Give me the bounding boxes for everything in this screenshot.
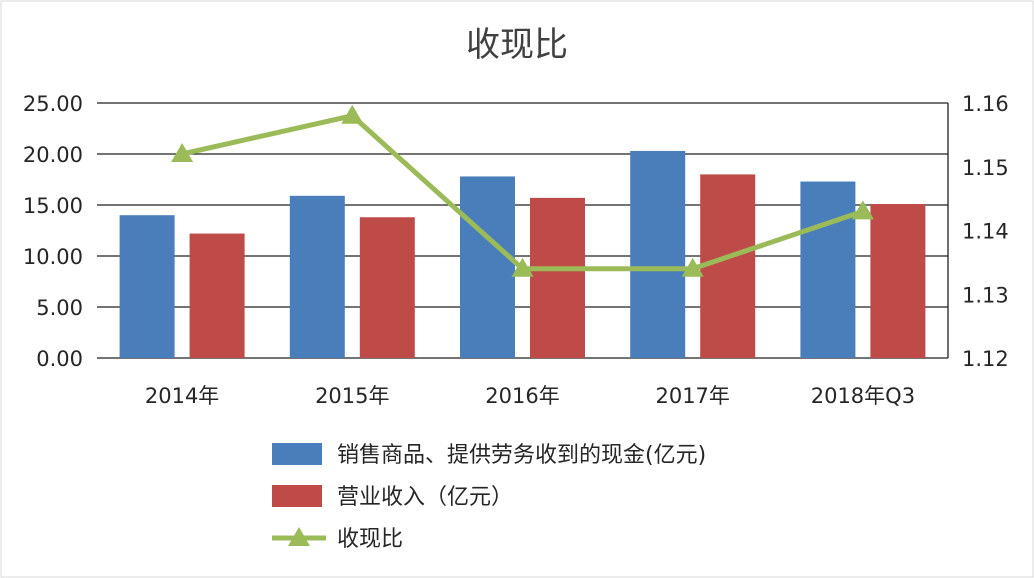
category-label: 2017年: [655, 384, 729, 408]
line-marker: [511, 257, 534, 277]
legend-swatch: [272, 485, 322, 507]
legend-marker: [288, 527, 310, 546]
legend-label: 收现比: [337, 527, 403, 552]
category-label: 2016年: [485, 384, 559, 408]
bar: [530, 197, 585, 358]
line-marker: [341, 104, 364, 124]
right-tick-label: 1.14: [962, 220, 1009, 244]
line-marker: [851, 200, 874, 220]
bars: [119, 150, 926, 358]
right-tick-label: 1.12: [962, 347, 1009, 371]
bar: [189, 233, 245, 358]
left-tick-label: 5.00: [36, 296, 83, 320]
bar: [870, 203, 926, 358]
bar: [359, 217, 415, 358]
category-label: 2018年Q3: [811, 384, 915, 408]
left-tick-label: 10.00: [23, 245, 83, 269]
chart-title: 收现比: [466, 25, 568, 65]
bar: [289, 195, 345, 358]
left-tick-label: 25.00: [23, 92, 83, 116]
legend-label: 营业收入（亿元）: [337, 485, 513, 510]
line-marker: [681, 257, 704, 277]
left-tick-label: 20.00: [23, 143, 83, 167]
left-tick-label: 0.00: [36, 347, 83, 371]
category-label: 2014年: [145, 384, 219, 408]
category-label: 2015年: [315, 384, 389, 408]
bar: [800, 181, 856, 358]
bar: [700, 174, 756, 358]
line-marker: [171, 143, 194, 162]
legend-swatch: [272, 443, 322, 465]
left-tick-label: 15.00: [23, 194, 83, 218]
bar: [630, 150, 686, 358]
right-tick-label: 1.16: [962, 92, 1009, 116]
legend: 销售商品、提供劳务收到的现金(亿元) 营业收入（亿元） 收现比: [272, 443, 706, 552]
bar: [460, 176, 515, 358]
bar: [119, 215, 175, 358]
legend-label: 销售商品、提供劳务收到的现金(亿元): [337, 443, 706, 468]
right-tick-label: 1.15: [962, 156, 1009, 180]
right-tick-label: 1.13: [962, 283, 1009, 307]
axes: 0.00 5.00 10.00 15.00 20.00 25.00 1.12 1.13 1.14…: [23, 92, 1009, 408]
line-series: [171, 104, 874, 277]
